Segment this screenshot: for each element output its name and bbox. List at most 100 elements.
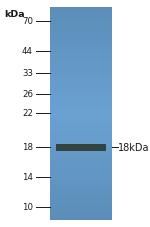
Bar [50,59,112,61]
Bar [50,49,112,50]
Bar [50,62,112,63]
Bar [50,154,112,155]
Bar [50,142,112,143]
Bar [50,37,112,39]
Bar [50,147,112,148]
Bar [50,169,112,170]
Bar [50,206,112,207]
Bar [50,127,112,128]
Bar [50,29,112,30]
Bar [50,205,112,206]
Bar [50,80,112,82]
Bar [50,190,112,191]
Bar [50,101,112,103]
Bar [50,109,112,110]
Bar [50,104,112,106]
Text: 33: 33 [22,69,33,78]
Bar [50,33,112,34]
Bar [50,166,112,168]
Bar [50,175,112,177]
Bar [50,95,112,96]
Bar [50,40,112,42]
Bar [50,68,112,69]
Bar [50,74,112,75]
Bar [50,206,112,207]
Bar [50,78,112,79]
Bar [50,101,112,102]
Bar [50,185,112,186]
Bar [50,161,112,162]
Bar [50,63,112,64]
Bar [50,125,112,126]
Bar [50,197,112,198]
Bar [50,154,112,155]
Bar [50,168,112,170]
Bar [50,11,112,12]
Bar [50,87,112,88]
Bar [50,64,112,65]
Bar [50,146,112,147]
Bar [50,69,112,70]
Bar [50,10,112,11]
Bar [50,115,112,116]
Bar [50,178,112,179]
Bar [50,213,112,214]
Bar [50,89,112,90]
Text: 70: 70 [22,17,33,26]
Bar [50,153,112,154]
Bar [50,90,112,91]
Bar [50,87,112,89]
Bar [50,149,112,151]
Bar [50,85,112,86]
Bar [50,183,112,184]
Bar [50,128,112,129]
Bar [50,178,112,179]
Bar [50,33,112,35]
Bar [50,172,112,173]
Bar [50,129,112,130]
Bar [50,132,112,133]
Bar [50,214,112,215]
Bar [50,152,112,153]
Bar [50,171,112,172]
Bar [50,164,112,165]
Bar [50,9,112,10]
Bar [50,42,112,43]
Bar [50,208,112,210]
Bar [50,66,112,67]
Bar [50,204,112,205]
Bar [50,217,112,218]
Bar [50,117,112,118]
Bar [50,31,112,32]
Bar [50,90,112,91]
Bar [50,149,112,150]
Bar [50,183,112,184]
Bar [50,192,112,193]
Text: 26: 26 [22,90,33,99]
Bar [50,44,112,45]
Bar [50,16,112,17]
Bar [50,93,112,94]
Bar [50,111,112,112]
Bar [50,58,112,59]
Bar [50,218,112,220]
Bar [50,134,112,135]
Bar [50,37,112,38]
Bar [50,137,112,139]
Bar [50,79,112,80]
Bar [50,52,112,53]
Bar [50,56,112,57]
Bar [50,46,112,47]
Bar [50,163,112,164]
Bar [50,182,112,183]
Bar [50,18,112,19]
Bar [50,126,112,127]
Bar [50,100,112,101]
Bar [50,71,112,72]
Bar [50,163,112,165]
Bar [50,113,112,114]
Bar [50,47,112,48]
Bar [50,80,112,81]
Bar [50,207,112,208]
Text: 18kDa: 18kDa [118,142,150,152]
